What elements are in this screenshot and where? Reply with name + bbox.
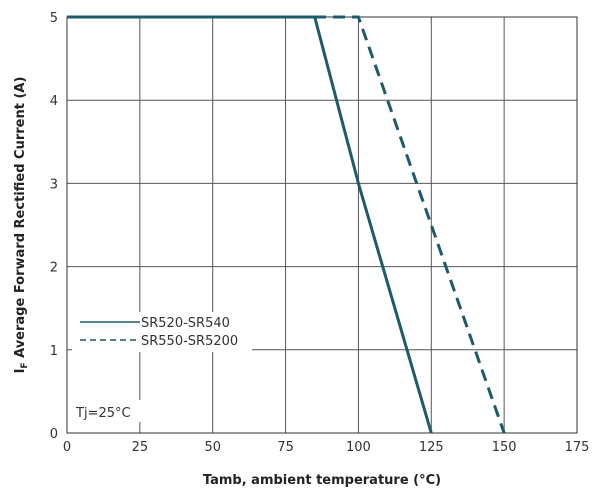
- series-line-sr520-sr540: [67, 15, 433, 434]
- annotation-box: [72, 400, 142, 422]
- junction-temperature-annotation: Tj=25°C: [75, 406, 131, 421]
- y-tick-label-5: 5: [50, 11, 58, 26]
- legend-label-sr550-sr5200: SR550-SR5200: [141, 334, 238, 349]
- series-lines: [67, 15, 506, 434]
- y-tick-labels: 0 1 2 3 4 5: [50, 11, 58, 442]
- x-tick-label-75: 75: [277, 440, 294, 455]
- y-axis-label: IF Average Forward Rectified Current (A): [13, 77, 30, 374]
- x-tick-label-0: 0: [63, 440, 71, 455]
- legend: SR520-SR540 SR550-SR5200: [72, 312, 252, 352]
- x-tick-label-125: 125: [419, 440, 444, 455]
- x-tick-label-50: 50: [204, 440, 221, 455]
- x-tick-label-150: 150: [492, 440, 517, 455]
- y-axis-label-symbol: I: [13, 369, 28, 374]
- legend-box: [72, 312, 252, 352]
- y-tick-label-4: 4: [50, 94, 58, 109]
- y-axis-label-subscript: F: [20, 362, 30, 368]
- x-tick-labels: 0 25 50 75 100 125 150 175: [63, 440, 590, 455]
- y-tick-label-0: 0: [50, 427, 58, 442]
- x-axis-label: Tamb, ambient temperature (°C): [203, 473, 441, 488]
- y-axis-label-text: Average Forward Rectified Current (A): [13, 77, 28, 363]
- y-tick-label-1: 1: [50, 344, 58, 359]
- plot-frame: [66, 16, 578, 434]
- grid-lines: [67, 17, 577, 433]
- series-line-sr550-sr5200: [67, 15, 506, 434]
- x-tick-label-25: 25: [132, 440, 149, 455]
- y-tick-label-2: 2: [50, 261, 58, 276]
- x-tick-label-175: 175: [565, 440, 590, 455]
- y-tick-label-3: 3: [50, 177, 58, 192]
- x-tick-label-100: 100: [346, 440, 371, 455]
- legend-label-sr520-sr540: SR520-SR540: [141, 316, 230, 331]
